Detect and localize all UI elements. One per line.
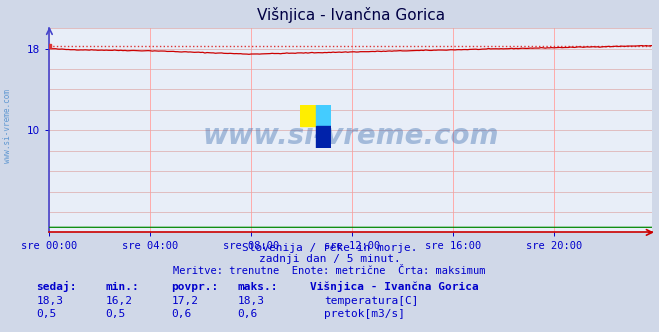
Text: 16,2: 16,2 [105, 296, 132, 306]
Text: Slovenija / reke in morje.: Slovenija / reke in morje. [242, 243, 417, 253]
Text: 18,3: 18,3 [36, 296, 63, 306]
Text: 17,2: 17,2 [171, 296, 198, 306]
Text: 0,5: 0,5 [36, 309, 57, 319]
Title: Višnjica - Ivančna Gorica: Višnjica - Ivančna Gorica [257, 7, 445, 23]
Text: 0,6: 0,6 [237, 309, 258, 319]
Text: www.si-vreme.com: www.si-vreme.com [3, 89, 13, 163]
Text: 0,5: 0,5 [105, 309, 126, 319]
Text: Meritve: trenutne  Enote: metrične  Črta: maksimum: Meritve: trenutne Enote: metrične Črta: … [173, 266, 486, 276]
Text: pretok[m3/s]: pretok[m3/s] [324, 309, 405, 319]
Text: www.si-vreme.com: www.si-vreme.com [203, 123, 499, 150]
Bar [316, 126, 331, 148]
Text: 0,6: 0,6 [171, 309, 192, 319]
Text: 18,3: 18,3 [237, 296, 264, 306]
Bar [316, 105, 331, 126]
Text: Višnjica - Ivančna Gorica: Višnjica - Ivančna Gorica [310, 282, 478, 292]
Text: zadnji dan / 5 minut.: zadnji dan / 5 minut. [258, 254, 401, 264]
Text: temperatura[C]: temperatura[C] [324, 296, 418, 306]
Bar [300, 105, 316, 126]
Text: povpr.:: povpr.: [171, 283, 219, 292]
Text: sedaj:: sedaj: [36, 282, 76, 292]
Text: min.:: min.: [105, 283, 139, 292]
Text: maks.:: maks.: [237, 283, 277, 292]
